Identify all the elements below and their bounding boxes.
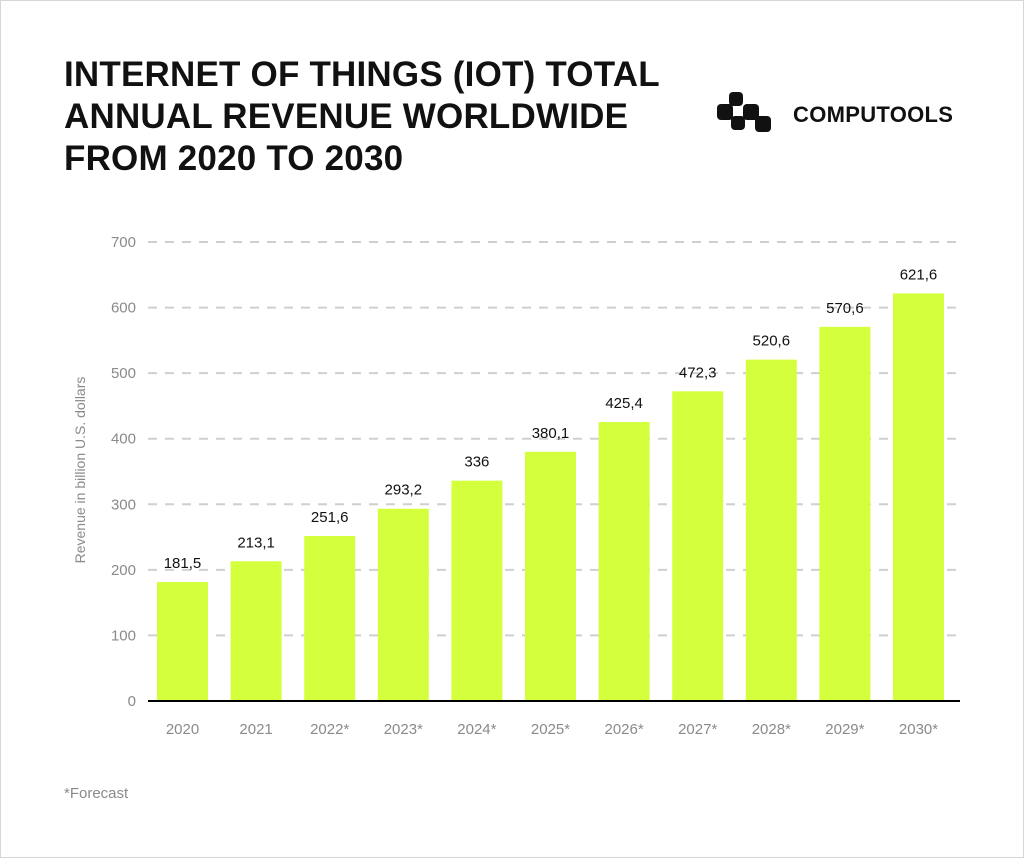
y-tick-label: 200 <box>111 562 136 579</box>
computools-logo-icon <box>717 92 771 132</box>
y-tick-label: 300 <box>111 496 136 513</box>
data-label: 293,2 <box>385 482 423 499</box>
bar <box>819 326 871 701</box>
bar <box>377 508 429 701</box>
x-tick-label: 2024* <box>457 721 496 738</box>
title-line-3: FROM 2020 TO 2030 <box>64 139 404 178</box>
bar <box>525 451 576 701</box>
x-tick-label: 2029* <box>825 721 864 738</box>
footnote: *Forecast <box>64 785 129 802</box>
chart-title: INTERNET OF THINGS (IOT) TOTAL ANNUAL RE… <box>64 54 684 180</box>
bar <box>893 293 944 701</box>
data-label: 472,3 <box>679 364 717 381</box>
y-tick-label: 0 <box>128 693 136 710</box>
data-label: 336 <box>464 454 489 471</box>
x-tick-label: 2022* <box>310 721 349 738</box>
x-tick-label: 2020 <box>166 721 199 738</box>
bar <box>745 359 797 701</box>
bar <box>598 422 650 701</box>
data-label: 380,1 <box>532 425 570 442</box>
logo-text: COMPUTOOLS <box>793 102 954 127</box>
x-tick-label: 2023* <box>384 721 423 738</box>
x-tick-label: 2021 <box>239 721 272 738</box>
y-tick-label: 400 <box>111 431 136 448</box>
bar <box>672 391 724 701</box>
data-label: 570,6 <box>826 300 864 317</box>
data-label: 621,6 <box>900 266 938 283</box>
bar <box>230 561 282 701</box>
data-label: 520,6 <box>753 333 791 350</box>
x-tick-label: 2028* <box>752 721 791 738</box>
data-label: 181,5 <box>164 555 202 572</box>
data-label: 213,1 <box>237 534 275 551</box>
data-label: 425,4 <box>605 395 643 412</box>
bar <box>451 480 503 701</box>
x-tick-label: 2025* <box>531 721 570 738</box>
x-tick-label: 2027* <box>678 721 717 738</box>
y-tick-label: 500 <box>111 365 136 382</box>
x-tick-label: 2026* <box>604 721 643 738</box>
computools-logo: COMPUTOOLS <box>717 92 953 138</box>
data-label: 251,6 <box>311 509 349 526</box>
bar <box>157 581 208 701</box>
y-tick-label: 600 <box>111 300 136 317</box>
title-line-2: ANNUAL REVENUE WORLDWIDE <box>64 97 629 136</box>
y-tick-label: 100 <box>111 627 136 644</box>
y-tick-label: 700 <box>111 234 136 251</box>
x-tick-label: 2030* <box>899 721 938 738</box>
title-line-1: INTERNET OF THINGS (IOT) TOTAL <box>64 55 660 94</box>
bar <box>304 536 356 701</box>
